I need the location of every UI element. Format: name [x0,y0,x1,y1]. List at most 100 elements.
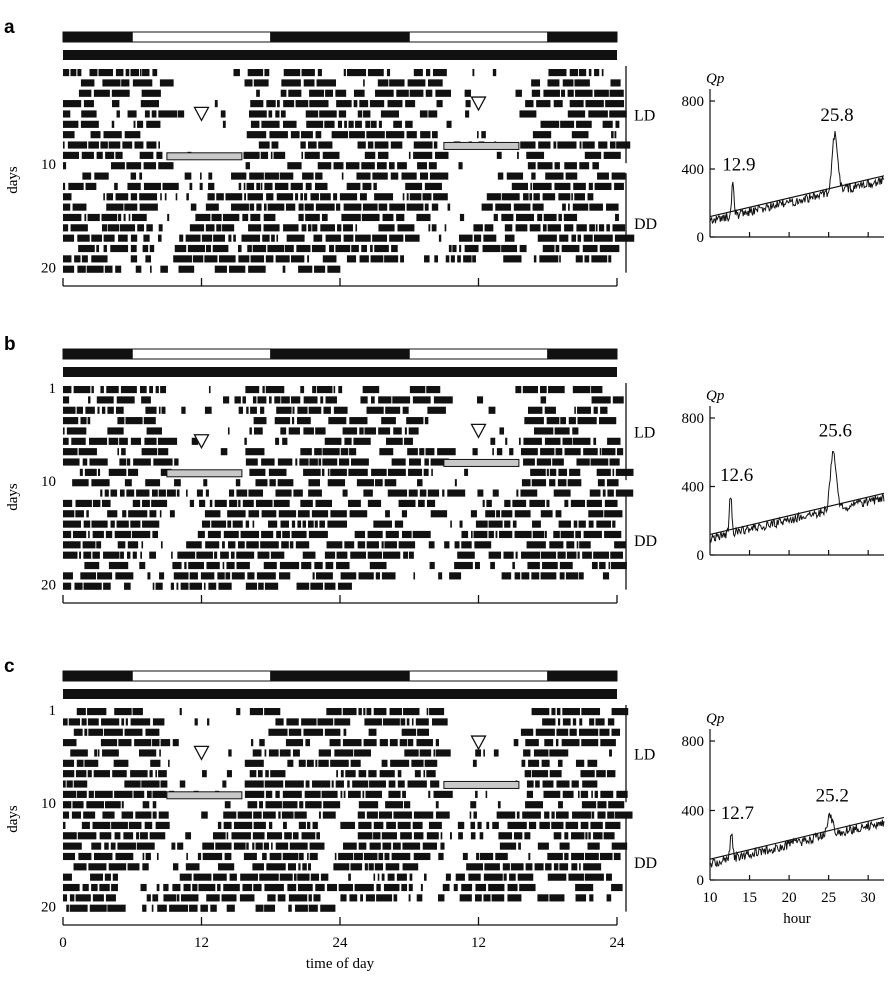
activity-bout [472,448,478,456]
activity-bout [571,832,585,840]
activity-bout [389,739,398,747]
activity-bout [186,852,188,861]
activity-bout [281,541,289,549]
activity-bout [514,572,521,580]
activity-bout [204,510,221,518]
activity-bout [96,396,114,404]
actogram-row [79,468,634,476]
activity-bout [518,842,521,850]
activity-bout [376,883,381,892]
activity-bout [372,234,388,242]
activity-bout [363,110,371,118]
activity-bout [189,582,203,590]
activity-bout [447,203,451,211]
activity-bout [551,811,555,819]
activity-bout [444,541,450,549]
activity-bout [174,244,187,253]
activity-bout [448,244,452,253]
activity-bout [185,863,200,871]
activity-bout [462,852,468,861]
activity-bout [63,458,80,466]
activity-bout [300,499,313,507]
activity-bout [350,759,361,767]
activity-bout [515,89,522,97]
activity-bout [375,572,380,580]
activity-bout [63,780,66,788]
activity-bout [412,530,431,539]
activity-bout [113,759,129,767]
activity-bout [305,213,320,222]
activity-bout [160,193,162,201]
activity-bout [397,780,405,788]
activity-bout [584,151,602,159]
activity-bout [196,489,203,497]
activity-bout [263,213,276,222]
activity-bout [152,894,159,902]
activity-bout [364,151,376,159]
activity-bout [324,582,336,590]
activity-bout [145,255,152,263]
activity-bout [426,770,436,778]
activity-bout [139,151,154,159]
activity-bout [69,904,88,912]
activity-bout [277,458,293,466]
activity-bout [566,551,577,559]
activity-bout [475,883,487,892]
activity-bout [177,551,196,559]
activity-bout [233,69,240,77]
activity-bout [91,520,108,528]
activity-bout [140,883,147,892]
activity-bout [370,244,373,253]
activity-bout [470,821,476,829]
actogram-row [63,801,625,809]
activity-bout [614,182,624,190]
activity-bout [419,749,432,757]
activity-bout [406,417,424,425]
activity-bout [527,162,536,170]
activity-bout [259,873,279,881]
actogram-row [63,770,616,778]
activity-bout [251,739,254,747]
activity-bout [459,244,462,253]
activity-bout [163,883,169,892]
activity-bout [320,193,331,201]
activity-bout [561,89,566,97]
activity-bout [124,203,138,211]
activity-bout [244,193,246,201]
activity-bout [428,541,435,549]
activity-bout [523,749,531,757]
activity-bout [426,832,439,840]
activity-bout [612,520,616,528]
activity-bout [377,873,380,881]
activity-bout [545,172,564,180]
activity-bout [186,489,188,497]
activity-bout [197,852,202,861]
activity-bout [252,863,264,871]
activity-bout [99,832,112,840]
activity-bout [67,141,88,149]
activity-bout [301,69,315,77]
activity-bout [108,561,129,570]
activity-bout [575,883,594,892]
activity-bout [264,708,281,716]
activity-bout [358,801,379,809]
hour-axis-label: hour [783,911,811,927]
activity-bout [547,224,561,232]
activity-bout [361,162,375,170]
activity-bout [616,790,628,798]
activity-bout [476,852,480,861]
light-dark-segment-dark [62,670,133,682]
activity-bout [391,458,406,466]
activity-bout [307,255,310,263]
actogram-row [63,458,620,466]
actogram-row [70,749,612,757]
activity-bout [413,151,433,159]
activity-bout [68,182,84,190]
activity-bout [450,255,455,263]
activity-bout [130,718,151,726]
activity-bout [432,718,448,726]
day-tick-label: 20 [41,900,56,916]
activity-bout [501,244,518,253]
activity-bout [498,832,513,840]
activity-bout [313,234,323,242]
